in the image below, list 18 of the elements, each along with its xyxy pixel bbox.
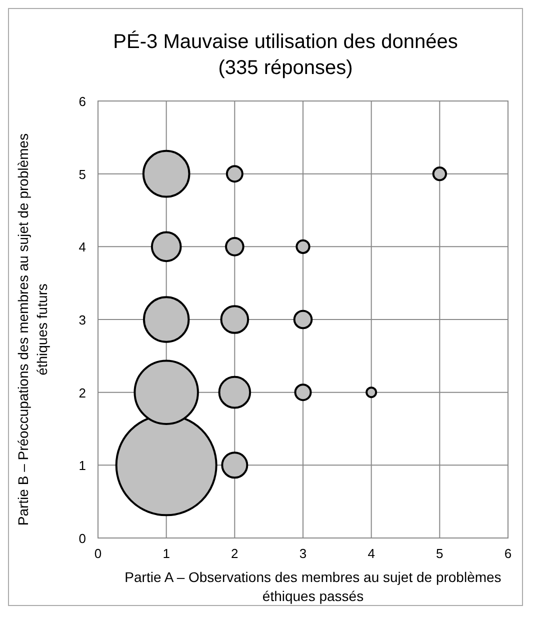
x-tick-label: 6 <box>504 546 512 561</box>
y-tick-label: 0 <box>78 531 86 546</box>
x-tick-label: 1 <box>162 546 170 561</box>
y-tick-label: 5 <box>78 166 86 182</box>
y-tick-label: 3 <box>78 312 86 328</box>
y-tick-label: 2 <box>78 385 86 400</box>
x-axis-title: Partie A – Observations des membres au sujet de problèmes éthiques passés <box>124 569 502 604</box>
y-tick-label: 4 <box>78 240 86 255</box>
x-tick-label: 3 <box>299 546 307 561</box>
y-tick-label: 6 <box>78 94 86 109</box>
chart-title: PÉ-3 Mauvaise utilisation des données <box>113 30 458 53</box>
chart-subtitle: (335 réponses) <box>218 57 353 79</box>
x-tick-label: 0 <box>94 546 102 561</box>
y-axis-title: Partie B – Préoccupations des membres au sujet de problèmes éthiques futurs <box>15 133 50 526</box>
x-tick-label: 4 <box>368 546 375 561</box>
x-tick-label: 5 <box>436 546 444 561</box>
x-tick-label: 2 <box>231 546 238 561</box>
y-tick-label: 1 <box>78 458 86 474</box>
